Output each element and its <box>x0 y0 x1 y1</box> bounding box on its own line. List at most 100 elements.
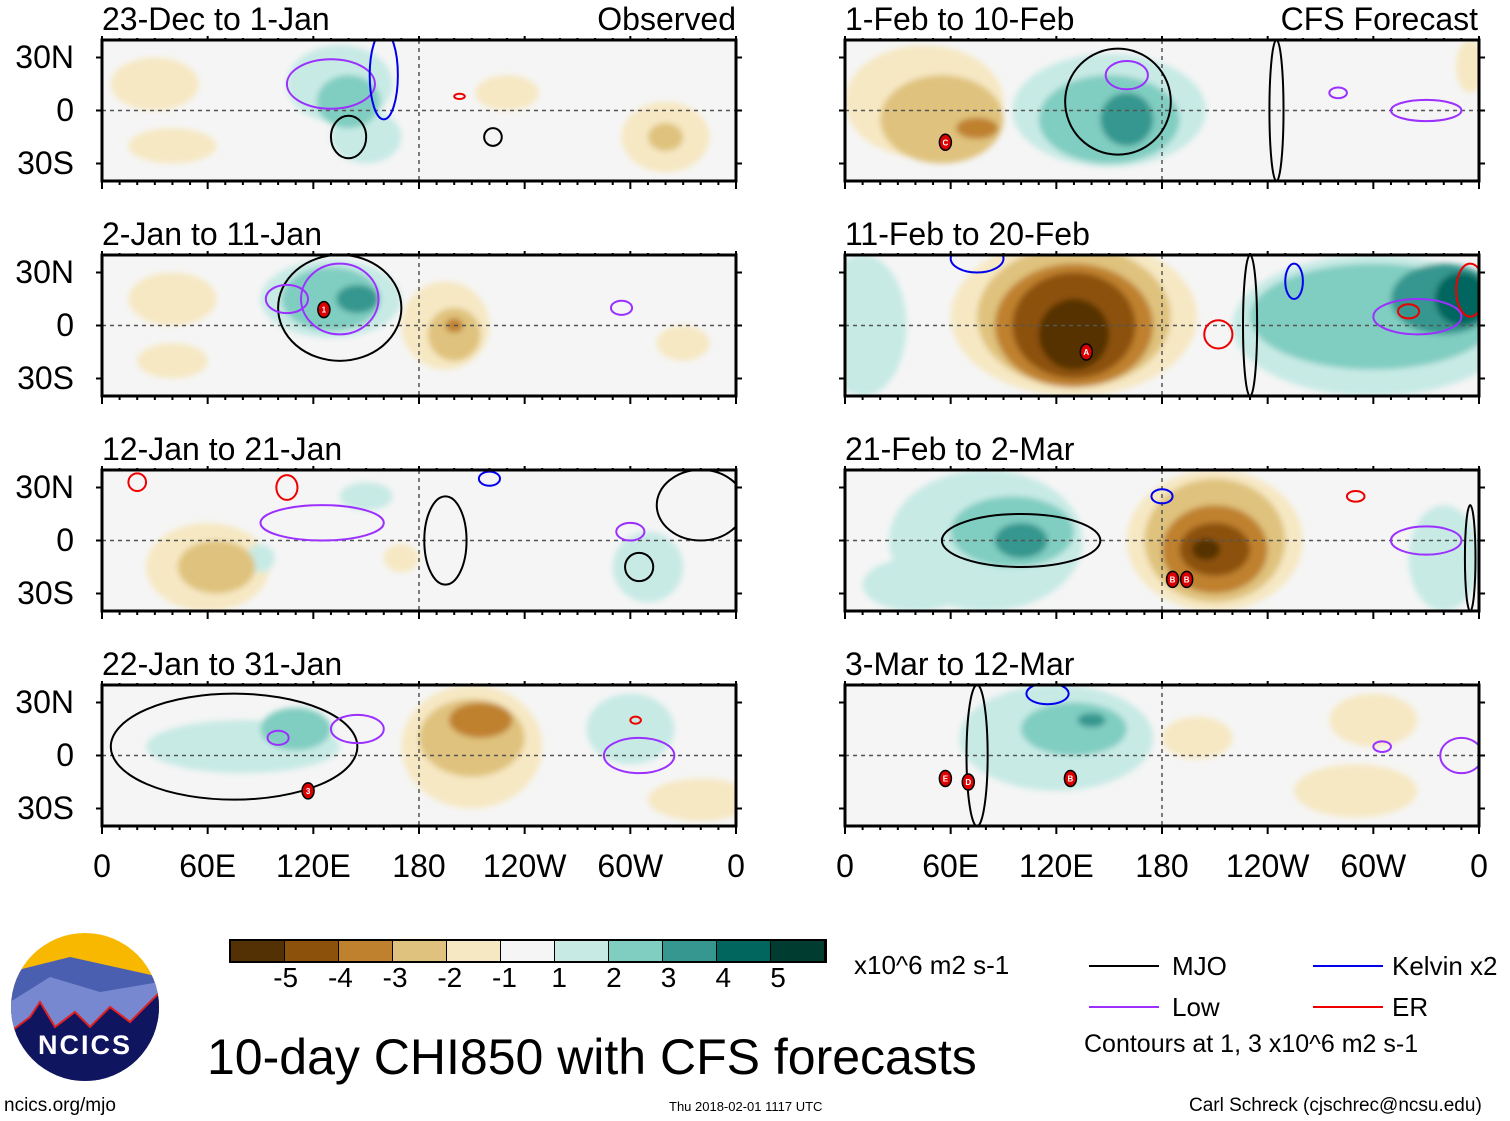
shading-blob <box>1408 505 1479 611</box>
low-contour <box>266 729 290 746</box>
colorbar-swatch <box>447 941 501 961</box>
panel-2 <box>102 470 736 611</box>
er-contour <box>629 715 642 725</box>
colorbar-swatch <box>393 941 447 961</box>
lat-tick-label: 30N <box>15 468 74 505</box>
low-contour <box>1389 525 1463 556</box>
colorbar-tick-label: 1 <box>551 962 567 993</box>
low-contour <box>1372 740 1392 753</box>
low-contour <box>285 58 376 110</box>
shading-blob <box>177 540 256 594</box>
kelvin-contour <box>1025 685 1070 706</box>
lon-tick-label: 0 <box>93 848 111 884</box>
svg-text:3: 3 <box>306 787 311 796</box>
shading-blob <box>128 128 217 164</box>
kelvin-contour <box>477 470 502 487</box>
footer-timestamp: Thu 2018-02-01 1117 UTC <box>669 1099 823 1114</box>
er-contour <box>1203 319 1234 350</box>
lon-tick-label: 60E <box>179 848 237 884</box>
mjo-contour <box>1242 255 1259 396</box>
svg-text:E: E <box>943 774 949 783</box>
shading-blob <box>612 531 684 603</box>
lat-tick-label: 0 <box>56 306 74 343</box>
lat-tick-label: 0 <box>56 521 74 558</box>
lon-tick-label: 60W <box>1340 848 1407 884</box>
lon-tick-label: 120E <box>275 848 351 884</box>
er-contour <box>453 92 466 101</box>
kelvin-contour <box>949 255 1005 274</box>
panel-0 <box>102 40 736 181</box>
shading-blob <box>1456 40 1479 93</box>
colorbar-swatch <box>771 941 825 961</box>
shading-blob <box>1100 92 1154 146</box>
shading-blob <box>1329 693 1418 747</box>
low-contour <box>329 713 385 745</box>
er-contour <box>275 474 299 501</box>
storm-marker: E <box>938 769 953 788</box>
svg-text:A: A <box>1083 348 1089 357</box>
panel-1: 1 <box>102 255 736 396</box>
low-contour <box>609 299 634 316</box>
panel-title: 23-Dec to 1-Jan <box>102 1 330 37</box>
mjo-contour <box>277 255 403 362</box>
panel-4: C <box>845 40 1479 181</box>
lon-tick-label: 120W <box>482 848 567 884</box>
shading-blob <box>647 122 684 152</box>
lon-tick-label: 180 <box>392 848 446 884</box>
shading-blob <box>1077 713 1106 728</box>
panel-title: 3-Mar to 12-Mar <box>845 646 1075 682</box>
contours-note: Contours at 1, 3 x10^6 m2 s-1 <box>1084 1030 1419 1058</box>
mjo-contour <box>109 692 359 801</box>
shading-blob <box>383 544 419 573</box>
lon-tick-label: 60W <box>597 848 664 884</box>
shading-blob <box>586 693 675 765</box>
lat-tick-label: 30N <box>15 683 74 720</box>
shading-blob <box>1021 702 1127 756</box>
observed-label: Observed <box>597 1 736 37</box>
shading-blob <box>1191 538 1221 560</box>
shading-blob <box>955 117 999 139</box>
main-title: 10-day CHI850 with CFS forecasts <box>207 1029 977 1085</box>
footer-url[interactable]: ncics.org/mjo <box>4 1095 116 1116</box>
panel-title: 11-Feb to 20-Feb <box>845 216 1090 252</box>
storm-marker: A <box>1079 343 1094 361</box>
lon-tick-label: 180 <box>1135 848 1189 884</box>
er-line-swatch <box>1313 1006 1383 1008</box>
colorbar-swatch <box>501 941 555 961</box>
shading-blob <box>137 343 208 379</box>
panel-5: A <box>845 255 1479 396</box>
panel-title: 1-Feb to 10-Feb <box>845 1 1075 37</box>
low-contour <box>1389 98 1463 123</box>
low-contour <box>259 504 385 542</box>
panel-title: 22-Jan to 31-Jan <box>102 646 343 682</box>
shading-blob <box>260 707 331 751</box>
lat-tick-label: 0 <box>56 91 74 128</box>
colorbar-swatch <box>609 941 663 961</box>
shading-blob <box>427 307 481 361</box>
low-contour <box>1439 736 1479 775</box>
storm-marker: 1 <box>317 300 331 319</box>
units-label: x10^6 m2 s-1 <box>854 950 1010 980</box>
legend-kelvin: Kelvin x2 <box>1392 951 1498 981</box>
colorbar-tick-label: 2 <box>606 962 622 993</box>
lat-tick-label: 30S <box>17 574 74 611</box>
colorbar-tick-label: 4 <box>715 962 732 993</box>
low-contour <box>615 521 646 542</box>
mjo-line-swatch <box>1089 965 1159 967</box>
colorbar-tick-label: -3 <box>382 962 408 993</box>
colorbar-swatch <box>663 941 717 961</box>
colorbar-tick-label: -1 <box>492 962 517 993</box>
shading-blob <box>336 284 379 314</box>
forecast-label: CFS Forecast <box>1280 1 1478 37</box>
storm-marker: B <box>1063 769 1078 788</box>
shading-blob <box>128 272 217 326</box>
lat-tick-label: 30S <box>17 789 74 826</box>
svg-text:C: C <box>942 138 948 147</box>
low-contour <box>300 262 380 336</box>
colorbar-tick-label: -2 <box>437 962 463 993</box>
svg-text:B: B <box>1184 575 1190 584</box>
panel-title: 21-Feb to 2-Mar <box>845 431 1075 467</box>
shading-blob <box>316 75 381 129</box>
